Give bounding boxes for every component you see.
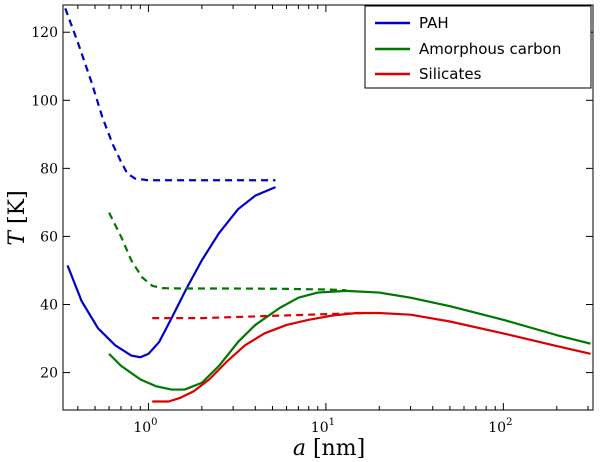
series-line-amorphous-carbon-dashed — [108, 212, 347, 292]
legend-label-silicates: Silicates — [419, 65, 482, 83]
y-tick-label: 100 — [31, 93, 58, 109]
y-tick-label: 120 — [31, 25, 58, 41]
x-tick-label: 100 — [133, 417, 157, 436]
y-axis-unit: [K] — [5, 190, 30, 224]
x-axis-unit: [nm] — [313, 436, 365, 461]
legend-label-pah: PAH — [419, 14, 449, 32]
series-line-silicates-dashed — [152, 311, 372, 320]
series-line-pah-dashed — [64, 8, 276, 182]
y-axis-label: T [K] — [5, 190, 30, 245]
x-tick-label: 102 — [488, 417, 512, 436]
x-tick-label: 101 — [311, 417, 335, 436]
plot-frame — [62, 4, 594, 411]
ticks-layer: 20 40 60 80 100 120 100 101 102 — [31, 5, 593, 436]
series-line-amorphous-carbon — [108, 289, 591, 391]
series-line-silicates — [152, 311, 591, 403]
legend-label-amorphous-carbon: Amorphous carbon — [419, 40, 561, 58]
y-tick-label: 20 — [40, 366, 58, 382]
series-line-pah — [66, 186, 276, 359]
y-tick-label: 80 — [40, 161, 58, 177]
x-axis-label: a [nm] — [293, 436, 365, 461]
y-tick-label: 40 — [40, 297, 58, 313]
series-layer — [64, 8, 591, 403]
x-axis-var: a — [293, 436, 306, 461]
legend: PAH Amorphous carbon Silicates — [364, 5, 592, 89]
y-tick-label: 60 — [40, 229, 58, 245]
y-axis-var: T — [5, 229, 30, 246]
